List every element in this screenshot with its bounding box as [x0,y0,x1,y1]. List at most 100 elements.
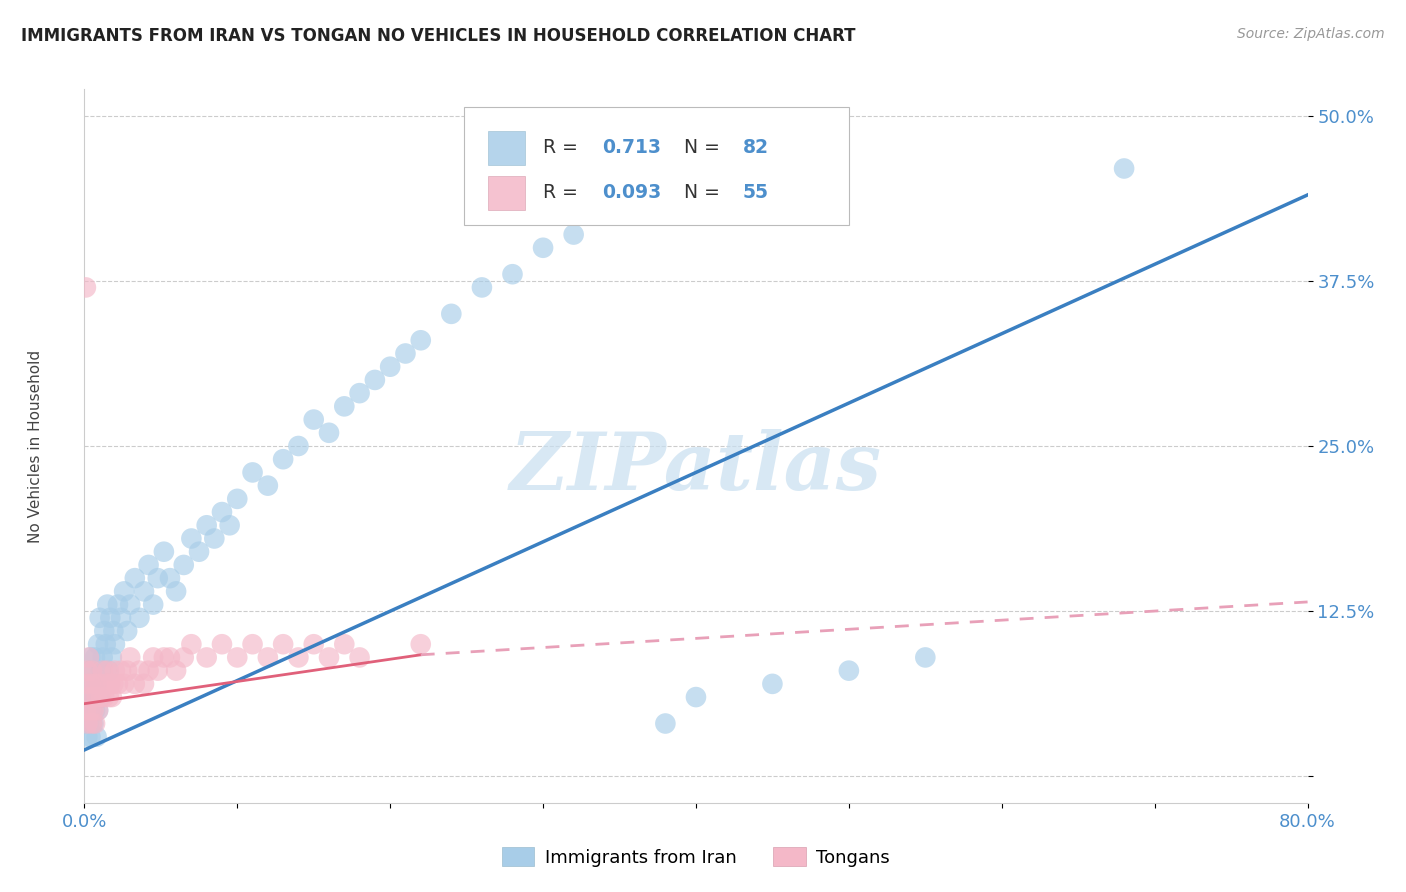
Point [110,611,132,625]
Point [654,716,676,731]
Point [838,664,860,678]
Point [84,716,107,731]
Point [101,690,124,704]
Point [77,716,100,731]
Text: IMMIGRANTS FROM IRAN VS TONGAN NO VEHICLES IN HOUSEHOLD CORRELATION CHART: IMMIGRANTS FROM IRAN VS TONGAN NO VEHICL… [21,27,856,45]
Point [112,584,135,599]
Point [75,716,97,731]
Point [120,650,142,665]
Point [624,188,647,202]
Text: N =: N = [683,138,725,157]
Point [146,571,169,585]
Point [75,280,97,294]
Point [364,373,387,387]
Point [242,637,264,651]
Point [87,637,110,651]
Point [79,677,101,691]
Point [531,241,554,255]
Point [80,703,103,717]
FancyBboxPatch shape [488,130,524,165]
Point [104,664,127,678]
Point [302,412,325,426]
Point [142,598,165,612]
Point [132,677,155,691]
Point [76,664,98,678]
Point [318,425,340,440]
Point [165,664,187,678]
Point [146,664,169,678]
Point [83,703,105,717]
Point [124,571,146,585]
Point [218,518,240,533]
Point [333,637,356,651]
Point [226,650,249,665]
Point [93,624,115,638]
Point [271,637,294,651]
Point [257,478,280,492]
Point [165,584,187,599]
Point [83,690,105,704]
Point [79,650,101,665]
Point [98,611,121,625]
Point [159,650,181,665]
Point [77,690,100,704]
Point [302,637,325,651]
Point [89,690,111,704]
Point [77,650,100,665]
Point [380,359,402,374]
Text: 0.093: 0.093 [602,183,661,202]
Legend: Immigrants from Iran, Tongans: Immigrants from Iran, Tongans [494,838,898,876]
Point [112,677,135,691]
Point [287,650,309,665]
Point [115,624,138,638]
Point [90,690,112,704]
Point [914,650,936,665]
Point [124,677,146,691]
Point [103,624,125,638]
Point [97,690,120,704]
Point [409,637,432,651]
FancyBboxPatch shape [464,107,849,225]
Point [87,703,110,717]
Point [80,716,103,731]
Point [115,664,138,678]
Point [96,598,118,612]
Point [271,452,294,467]
Text: 55: 55 [742,183,769,202]
Point [79,703,101,717]
Point [333,400,356,414]
Point [440,307,463,321]
Point [75,677,97,691]
Text: 82: 82 [742,138,769,157]
Point [211,505,233,519]
Point [98,677,121,691]
Point [84,650,107,665]
Point [97,664,120,678]
Point [128,664,150,678]
Point [101,650,124,665]
Point [80,716,103,731]
Point [84,677,107,691]
Point [79,730,101,744]
Point [132,584,155,599]
Point [471,280,494,294]
Point [195,650,218,665]
Point [180,532,202,546]
Point [394,346,416,360]
Point [159,571,181,585]
Point [142,650,165,665]
Point [89,677,111,691]
Point [83,716,105,731]
Point [188,545,211,559]
Point [91,650,114,665]
Point [409,333,432,347]
Point [120,598,142,612]
Point [318,650,340,665]
Point [86,690,108,704]
Point [94,637,117,651]
Text: Source: ZipAtlas.com: Source: ZipAtlas.com [1237,27,1385,41]
Point [257,650,280,665]
Point [211,637,233,651]
Point [1114,161,1136,176]
Point [195,518,218,533]
